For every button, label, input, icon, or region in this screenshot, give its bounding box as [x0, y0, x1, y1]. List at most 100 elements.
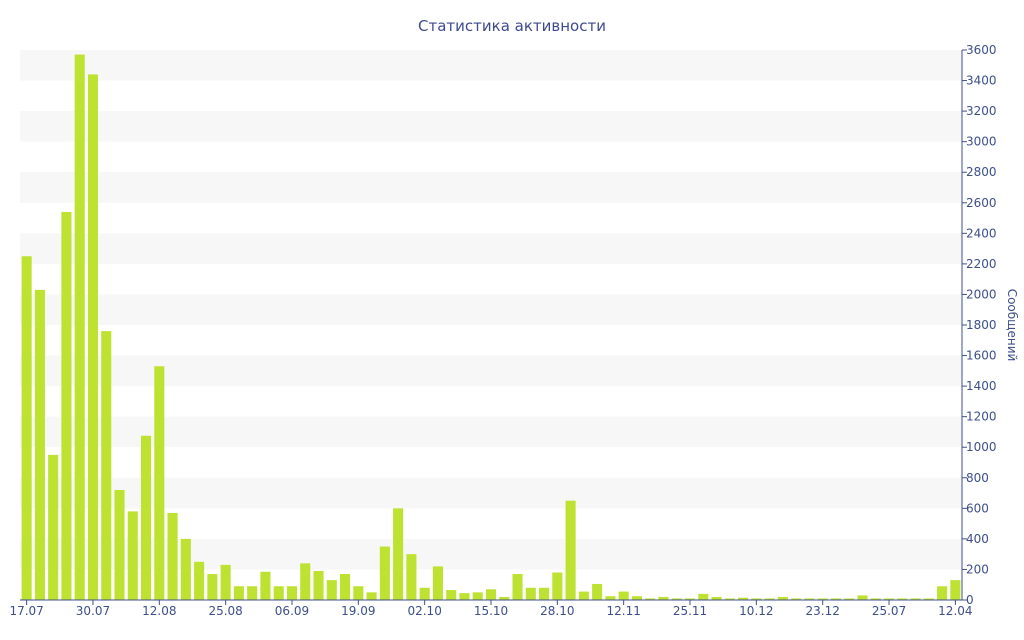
bar — [645, 598, 656, 600]
y-tick-label: 2600 — [966, 196, 997, 210]
y-tick-label: 0 — [966, 593, 974, 607]
bar — [313, 570, 324, 600]
bar — [870, 598, 881, 600]
bar — [406, 554, 417, 600]
bar — [273, 586, 284, 600]
bar — [485, 589, 497, 600]
bar — [379, 546, 390, 600]
bar — [194, 561, 205, 600]
bar — [897, 598, 908, 600]
bar — [777, 596, 788, 600]
x-tick-label: 23.12 — [806, 604, 840, 618]
bar — [233, 586, 244, 600]
bar — [539, 587, 550, 600]
y-tick-label: 2000 — [966, 287, 997, 301]
bar — [87, 74, 99, 600]
bar — [459, 593, 470, 600]
bar — [817, 598, 828, 600]
x-tick-label: 12.04 — [938, 604, 972, 618]
y-tick-label: 3600 — [966, 43, 997, 57]
bar — [671, 598, 682, 600]
bar — [791, 598, 802, 600]
x-tick-label: 10.12 — [739, 604, 773, 618]
bar — [260, 571, 271, 600]
bar — [950, 580, 961, 600]
bar — [141, 435, 152, 600]
bar — [937, 586, 948, 600]
bar — [698, 593, 709, 600]
y-tick-label: 200 — [966, 562, 989, 576]
bar — [326, 580, 337, 600]
bar — [34, 289, 45, 600]
bar — [48, 454, 59, 600]
grid-band — [20, 172, 962, 203]
bar — [578, 591, 589, 600]
bar — [883, 598, 895, 600]
bar — [751, 598, 762, 600]
bar — [247, 586, 258, 600]
x-tick-label: 12.08 — [142, 604, 176, 618]
x-tick-label: 19.09 — [341, 604, 375, 618]
y-tick-label: 400 — [966, 532, 989, 546]
bar — [738, 597, 749, 600]
bar — [207, 574, 218, 600]
y-tick-label: 2800 — [966, 165, 997, 179]
bar — [658, 596, 669, 600]
grid-band — [20, 50, 962, 81]
bar — [300, 563, 311, 600]
y-tick-label: 1600 — [966, 349, 997, 363]
bar — [552, 572, 563, 600]
bar — [804, 598, 815, 600]
bar — [127, 511, 138, 600]
bar — [499, 596, 510, 600]
x-tick-label: 25.07 — [872, 604, 906, 618]
grid-band — [20, 416, 962, 448]
bar — [764, 598, 775, 600]
bar — [340, 574, 351, 600]
bar — [472, 592, 483, 600]
grid-band — [20, 294, 962, 325]
bar — [61, 211, 72, 600]
x-tick-label: 25.11 — [673, 604, 707, 618]
bar — [631, 596, 642, 600]
y-tick-label: 1400 — [966, 379, 997, 393]
bar — [167, 512, 178, 600]
bar — [74, 54, 85, 601]
bar — [724, 598, 735, 600]
bar — [114, 490, 125, 600]
y-tick-label: 1800 — [966, 318, 997, 332]
bar — [220, 564, 231, 600]
grid-band — [20, 111, 962, 142]
bar — [844, 598, 855, 600]
y-tick-label: 600 — [966, 501, 989, 515]
y-tick-label: 2400 — [966, 226, 997, 240]
bar — [684, 598, 696, 600]
bar — [353, 586, 364, 600]
x-tick-label: 06.09 — [275, 604, 309, 618]
x-tick-label: 28.10 — [540, 604, 574, 618]
bar — [393, 508, 404, 600]
x-tick-label: 12.11 — [606, 604, 640, 618]
x-tick-label: 15.10 — [474, 604, 508, 618]
bar — [857, 595, 868, 600]
bar — [565, 500, 576, 600]
bar — [286, 586, 298, 600]
chart-title: Статистика активности — [418, 17, 606, 35]
bar — [512, 574, 523, 600]
y-tick-label: 3200 — [966, 104, 997, 118]
bar — [432, 566, 443, 600]
bar — [446, 590, 457, 600]
bar — [711, 596, 722, 600]
bar — [154, 366, 165, 600]
grid-band — [20, 355, 962, 387]
y-tick-label: 3400 — [966, 74, 997, 88]
x-tick-label: 17.07 — [9, 604, 43, 618]
bar — [366, 592, 377, 600]
y-axis-label: Сообщений — [1005, 289, 1019, 362]
bar — [101, 331, 112, 600]
bar — [419, 587, 430, 600]
x-tick-label: 25.08 — [208, 604, 242, 618]
bar — [21, 256, 32, 600]
y-tick-label: 800 — [966, 471, 989, 485]
y-tick-label: 1200 — [966, 410, 997, 424]
